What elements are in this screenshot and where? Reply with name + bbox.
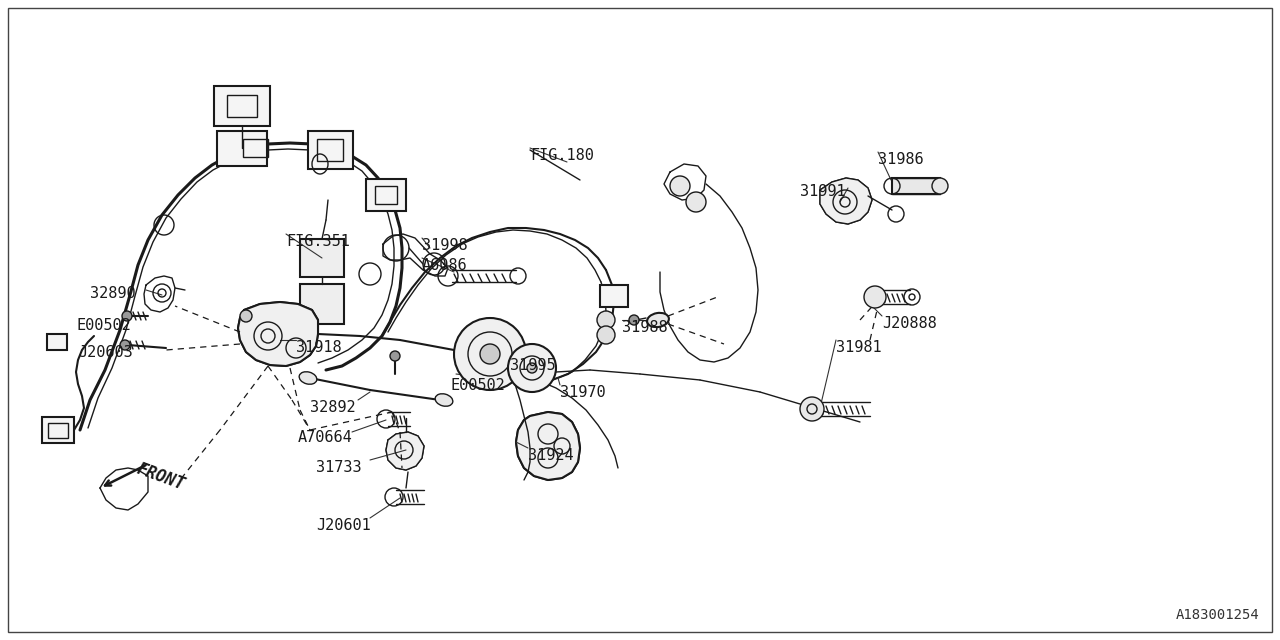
Text: 31733: 31733: [316, 460, 362, 475]
Bar: [300, 284, 344, 324]
Circle shape: [596, 311, 614, 329]
Circle shape: [628, 315, 639, 325]
Text: E00502: E00502: [76, 318, 131, 333]
Bar: [366, 179, 406, 211]
Circle shape: [800, 397, 824, 421]
Polygon shape: [387, 432, 424, 470]
Bar: [214, 86, 270, 126]
Text: 31986: 31986: [878, 152, 924, 167]
Bar: [42, 417, 74, 443]
Text: FRONT: FRONT: [134, 460, 187, 494]
Ellipse shape: [435, 394, 453, 406]
Polygon shape: [516, 412, 580, 480]
Text: FIG.351: FIG.351: [285, 234, 349, 249]
Ellipse shape: [648, 313, 669, 327]
Polygon shape: [238, 302, 317, 366]
Text: A183001254: A183001254: [1176, 608, 1260, 622]
Circle shape: [596, 326, 614, 344]
Text: 31988: 31988: [622, 320, 668, 335]
Bar: [227, 95, 257, 117]
Bar: [242, 139, 268, 157]
Text: 32890: 32890: [90, 286, 136, 301]
Circle shape: [454, 318, 526, 390]
Text: 31981: 31981: [836, 340, 882, 355]
Text: E00502: E00502: [451, 378, 504, 393]
Ellipse shape: [300, 372, 317, 384]
Text: J20603: J20603: [78, 345, 133, 360]
Ellipse shape: [932, 178, 948, 194]
Text: A70664: A70664: [298, 430, 353, 445]
Bar: [600, 285, 628, 307]
Polygon shape: [820, 178, 872, 224]
Text: 32892: 32892: [310, 400, 356, 415]
Circle shape: [508, 344, 556, 392]
Bar: [218, 131, 268, 166]
Bar: [375, 186, 397, 204]
Bar: [300, 239, 344, 277]
Circle shape: [864, 286, 886, 308]
Text: 31970: 31970: [561, 385, 605, 400]
Text: 31998: 31998: [422, 238, 467, 253]
Text: A6086: A6086: [422, 258, 467, 273]
Bar: [892, 178, 940, 194]
Circle shape: [390, 351, 401, 361]
Bar: [47, 334, 67, 350]
Bar: [49, 422, 68, 438]
Bar: [317, 139, 343, 161]
Text: 31995: 31995: [509, 358, 556, 373]
Text: 31991: 31991: [800, 184, 846, 199]
Circle shape: [669, 176, 690, 196]
Text: J20601: J20601: [316, 518, 371, 533]
Text: 31918: 31918: [296, 340, 342, 355]
Circle shape: [527, 363, 538, 373]
Circle shape: [480, 344, 500, 364]
Text: FIG.180: FIG.180: [530, 148, 594, 163]
Circle shape: [120, 340, 131, 350]
Text: 31924: 31924: [529, 448, 573, 463]
Bar: [307, 131, 352, 169]
Circle shape: [241, 310, 252, 322]
Text: J20888: J20888: [882, 316, 937, 331]
Circle shape: [686, 192, 707, 212]
Circle shape: [122, 311, 132, 321]
